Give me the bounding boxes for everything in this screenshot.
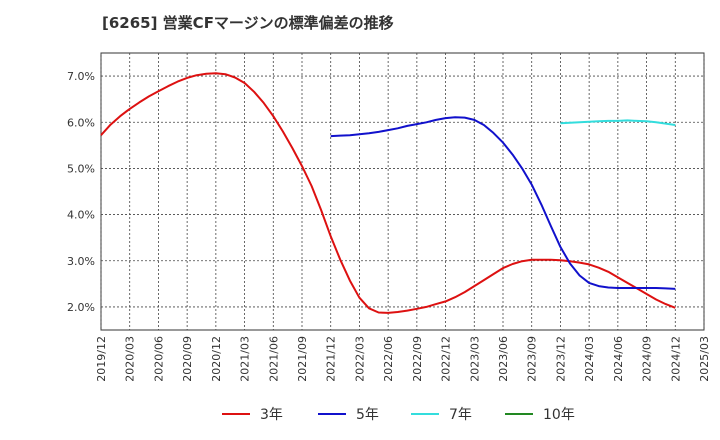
y-tick-label: 4.0% bbox=[67, 209, 95, 222]
legend-item-5y: 5年 bbox=[318, 404, 379, 424]
x-tick-label: 2022/09 bbox=[411, 336, 424, 382]
x-tick-label: 2020/06 bbox=[152, 336, 165, 382]
horizontal-gridlines bbox=[101, 75, 704, 308]
y-axis-tick-labels: 2.0% 3.0% 4.0% 5.0% 6.0% 7.0% bbox=[67, 70, 95, 314]
plot-area bbox=[100, 52, 705, 331]
x-tick-label: 2020/12 bbox=[210, 336, 223, 382]
legend-label-5y: 5年 bbox=[356, 407, 379, 423]
series-line-2 bbox=[560, 119, 676, 126]
x-tick-label: 2022/06 bbox=[382, 336, 395, 382]
x-tick-label: 2022/12 bbox=[440, 336, 453, 382]
x-tick-label: 2024/03 bbox=[583, 336, 596, 382]
legend-item-10y: 10年 bbox=[505, 404, 575, 424]
legend-swatch-3y bbox=[222, 413, 250, 415]
legend-swatch-10y bbox=[505, 413, 533, 415]
x-tick-label: 2020/03 bbox=[124, 336, 137, 382]
x-tick-label: 2025/03 bbox=[698, 336, 711, 382]
y-tick-label: 6.0% bbox=[67, 116, 95, 129]
x-tick-label: 2021/03 bbox=[239, 336, 252, 382]
legend-label-7y: 7年 bbox=[449, 407, 472, 423]
legend-item-7y: 7年 bbox=[411, 404, 472, 424]
x-tick-label: 2020/09 bbox=[181, 336, 194, 382]
series-line-1 bbox=[330, 116, 676, 290]
x-tick-label: 2024/09 bbox=[641, 336, 654, 382]
x-tick-label: 2019/12 bbox=[95, 336, 108, 382]
chart-title: [6265] 営業CFマージンの標準偏差の推移 bbox=[102, 14, 394, 32]
x-tick-label: 2023/03 bbox=[468, 336, 481, 382]
x-tick-label: 2022/03 bbox=[353, 336, 366, 382]
y-tick-label: 2.0% bbox=[67, 301, 95, 314]
series-line-0 bbox=[100, 72, 676, 314]
x-tick-label: 2021/06 bbox=[267, 336, 280, 382]
legend-label-10y: 10年 bbox=[543, 407, 575, 423]
x-tick-label: 2021/09 bbox=[296, 336, 309, 382]
x-tick-label: 2024/12 bbox=[669, 336, 682, 382]
x-tick-label: 2023/09 bbox=[526, 336, 539, 382]
legend-swatch-7y bbox=[411, 413, 439, 415]
series-lines bbox=[100, 72, 676, 314]
y-tick-label: 3.0% bbox=[67, 255, 95, 268]
y-tick-label: 5.0% bbox=[67, 162, 95, 175]
x-tick-label: 2024/06 bbox=[612, 336, 625, 382]
y-tick-label: 7.0% bbox=[67, 70, 95, 83]
x-tick-label: 2023/12 bbox=[554, 336, 567, 382]
x-tick-label: 2021/12 bbox=[325, 336, 338, 382]
x-axis-tick-labels: 2019/12 2020/03 2020/06 2020/09 2020/12 2021/… bbox=[95, 336, 711, 382]
x-tick-label: 2023/06 bbox=[497, 336, 510, 382]
legend-swatch-5y bbox=[318, 413, 346, 415]
legend-label-3y: 3年 bbox=[260, 407, 283, 423]
legend-item-3y: 3年 bbox=[222, 404, 283, 424]
